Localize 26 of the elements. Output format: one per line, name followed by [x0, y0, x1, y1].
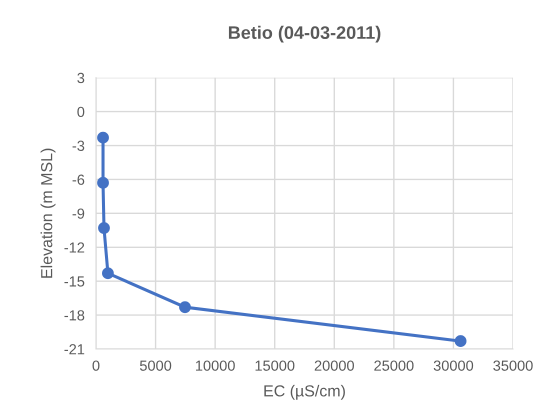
point — [102, 267, 114, 280]
point — [98, 222, 110, 234]
y-tick-label: 3 — [77, 72, 84, 84]
y-tick-label: -18 — [64, 310, 84, 321]
point — [454, 335, 466, 347]
x-tick-label: 0 — [92, 360, 100, 371]
x-tick-label: 20000 — [314, 360, 354, 371]
point — [97, 176, 109, 189]
y-axis-title: Elevation (m MSL) — [40, 148, 56, 278]
x-tick-label: 5000 — [140, 360, 172, 371]
y-tick-label: -21 — [64, 344, 84, 354]
y-tick-label: -3 — [72, 140, 84, 151]
x-tick-label: 25000 — [374, 360, 414, 371]
x-tick-label: 15000 — [256, 360, 294, 371]
x-axis-title: EC (µS/cm) — [264, 384, 345, 400]
y-tick-label: -6 — [72, 174, 84, 185]
chart-title: Betio (04-03-2011) — [228, 26, 380, 43]
y-tick-label: 0 — [77, 106, 84, 118]
point — [97, 132, 109, 144]
x-tick-label: 30000 — [434, 360, 474, 371]
x-tick-label: 35000 — [493, 360, 533, 371]
point — [179, 301, 191, 314]
y-tick-label: -12 — [64, 242, 84, 253]
y-tick-label: -9 — [72, 208, 84, 219]
x-tick-label: 10000 — [196, 360, 235, 371]
y-tick-label: -15 — [64, 276, 84, 287]
